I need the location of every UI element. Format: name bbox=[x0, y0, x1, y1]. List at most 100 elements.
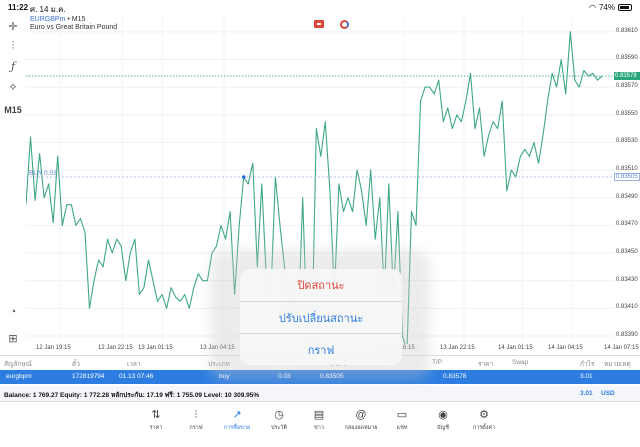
buy-price-tag: 0.83505 bbox=[614, 173, 640, 181]
total-profit: 3.01 bbox=[580, 390, 593, 397]
history-icon: ◷ bbox=[274, 409, 284, 421]
status-time: 11:22 bbox=[8, 3, 29, 12]
column-header[interactable]: T/P bbox=[432, 359, 443, 366]
status-date: ศ. 14 ม.ค. bbox=[30, 5, 66, 14]
price-chart[interactable]: BUY 0.03 bbox=[26, 14, 614, 344]
chart-title-separator: • bbox=[65, 16, 72, 23]
row-ticket: 172819794 bbox=[72, 373, 105, 380]
tab-label: กล่องจดหมาย bbox=[344, 425, 378, 431]
menu-divider bbox=[240, 333, 402, 334]
chart-button[interactable]: กราฟ bbox=[307, 345, 335, 357]
time-tick-label: 13 Jan 01:15 bbox=[138, 345, 173, 351]
column-header[interactable]: Swap bbox=[512, 359, 529, 366]
tab-label: ประวัติ bbox=[270, 425, 288, 431]
new-order-icon[interactable]: ⊞ bbox=[8, 332, 18, 345]
column-header[interactable]: เวลา bbox=[127, 361, 141, 368]
price-tick-label: 0.83590 bbox=[616, 55, 638, 62]
battery-percent: 74% bbox=[598, 3, 615, 12]
tab-label: แชท bbox=[396, 425, 408, 431]
mailbox-icon: @ bbox=[355, 409, 367, 421]
price-tick-label: 0.83410 bbox=[616, 304, 638, 311]
battery-fill bbox=[620, 6, 629, 9]
column-header[interactable]: ประเภท bbox=[208, 361, 230, 368]
column-header[interactable]: กำไร bbox=[580, 361, 595, 368]
timeframe-button[interactable]: M15 bbox=[4, 105, 22, 115]
tab-settings[interactable]: ⚙ การตั้งค่า bbox=[467, 408, 501, 438]
row-symbol: eurgbpm bbox=[6, 373, 32, 380]
price-tick-label: 0.83550 bbox=[616, 110, 638, 117]
tab-label: กราฟ bbox=[189, 425, 203, 431]
crosshair-icon[interactable]: ✛ bbox=[8, 20, 18, 33]
tab-mailbox[interactable]: @ กล่องจดหมาย bbox=[344, 408, 378, 438]
chart-symbol: EURGBPm bbox=[30, 16, 66, 23]
row-time: 01.13 07:46 bbox=[119, 373, 154, 380]
row-open-price: 0.83505 bbox=[320, 373, 344, 380]
price-tick-label: 0.83450 bbox=[616, 249, 638, 256]
chart-title: EURGBPm • M15 bbox=[30, 16, 85, 23]
price-tick-label: 0.83390 bbox=[616, 332, 638, 338]
modify-position-button[interactable]: ปรับเปลี่ยนสถานะ bbox=[278, 313, 364, 325]
quotes-icon: ⇅ bbox=[151, 409, 161, 421]
tab-label: ราคา bbox=[149, 425, 163, 431]
time-tick-label: 14 Jan 04:15 bbox=[548, 345, 583, 351]
row-volume: 0.03 bbox=[278, 373, 291, 380]
column-header[interactable]: หมายเหตุ bbox=[604, 361, 631, 368]
tab-label: ข่าว bbox=[314, 425, 324, 431]
chart-area[interactable]: BUY 0.03 EURGBPm • M15 Euro vs Great Bri… bbox=[26, 14, 614, 344]
tab-trade[interactable]: ↗ การซื้อขาย bbox=[220, 408, 254, 438]
sync-icon[interactable] bbox=[340, 20, 349, 29]
left-toolbar: ✛ ⫶ ƒ ⟡ M15 ◔ ⊞ bbox=[0, 14, 26, 345]
price-axis: 0.83610 0.83590 0.83570 0.83550 0.83530 0.835… bbox=[614, 14, 640, 344]
chat-icon: ▭ bbox=[396, 409, 408, 421]
tab-account[interactable]: ◉ บัญชี bbox=[426, 408, 460, 438]
chart-description: Euro vs Great Britain Pound bbox=[30, 24, 118, 31]
news-icon: ▤ bbox=[313, 409, 325, 421]
settings-icon: ⚙ bbox=[479, 409, 489, 421]
one-click-trading-icon[interactable] bbox=[314, 20, 324, 28]
chart-timeframe: M15 bbox=[71, 16, 86, 23]
column-header[interactable]: ราคา bbox=[478, 361, 494, 368]
balance-line: Balance: 1 769.27 Equity: 1 772.28 หลักป… bbox=[4, 392, 260, 399]
status-right: ◠ 74% bbox=[589, 3, 632, 12]
tab-quotes[interactable]: ⇅ ราคา bbox=[139, 408, 173, 438]
chart-type-icon[interactable]: ⫶ bbox=[11, 39, 15, 52]
position-context-menu: ปิดสถานะ ปรับเปลี่ยนสถานะ กราฟ bbox=[240, 269, 402, 365]
price-tick-label: 0.83430 bbox=[616, 276, 638, 283]
wifi-icon: ◠ bbox=[589, 3, 596, 12]
buy-label: BUY 0.03 bbox=[29, 170, 57, 177]
row-profit: 3.01 bbox=[580, 373, 593, 380]
column-header[interactable]: สัญลักษณ์ bbox=[4, 361, 32, 368]
trade-icon: ↗ bbox=[232, 409, 242, 421]
time-tick-label: 12 Jan 19:15 bbox=[36, 345, 71, 351]
price-tick-label: 0.83510 bbox=[616, 166, 638, 173]
tab-label: การซื้อขาย bbox=[223, 425, 251, 431]
battery-icon bbox=[618, 4, 632, 11]
column-header[interactable]: ตั๋ว bbox=[72, 361, 80, 368]
balance-bar: Balance: 1 769.27 Equity: 1 772.28 หลักป… bbox=[0, 386, 640, 402]
row-current-price: 0.83578 bbox=[443, 373, 467, 380]
price-tick-label: 0.83530 bbox=[616, 138, 638, 145]
price-tick-label: 0.83490 bbox=[616, 193, 638, 200]
chart-icon: ⫶ bbox=[194, 409, 198, 421]
close-position-button[interactable]: ปิดสถานะ bbox=[297, 280, 345, 292]
price-tick-label: 0.83470 bbox=[616, 221, 638, 228]
objects-icon[interactable]: ⟡ bbox=[9, 80, 17, 93]
indicators-icon[interactable]: ƒ bbox=[10, 59, 16, 73]
currency-label: USD bbox=[601, 390, 615, 397]
time-tick-label: 13 Jan 22:15 bbox=[440, 345, 475, 351]
tab-news[interactable]: ▤ ข่าว bbox=[302, 408, 336, 438]
price-tick-label: 0.83610 bbox=[616, 27, 638, 34]
tab-label: การตั้งค่า bbox=[472, 425, 496, 431]
position-row[interactable]: eurgbpm 172819794 01.13 07:46 buy 0.03 0… bbox=[0, 370, 640, 384]
price-tick-label: 0.83570 bbox=[616, 83, 638, 90]
tab-history[interactable]: ◷ ประวัติ bbox=[262, 408, 296, 438]
account-icon: ◉ bbox=[438, 409, 448, 421]
tab-chart[interactable]: ⫶ กราฟ bbox=[179, 408, 213, 438]
tab-chat[interactable]: ▭ แชท bbox=[385, 408, 419, 438]
trend-icon[interactable]: ◔ bbox=[9, 306, 17, 318]
tab-label: บัญชี bbox=[437, 425, 449, 431]
current-price-tag: 0.83578 bbox=[614, 72, 640, 81]
row-type: buy bbox=[219, 373, 230, 380]
entry-marker bbox=[241, 175, 246, 179]
price-line bbox=[26, 31, 603, 344]
